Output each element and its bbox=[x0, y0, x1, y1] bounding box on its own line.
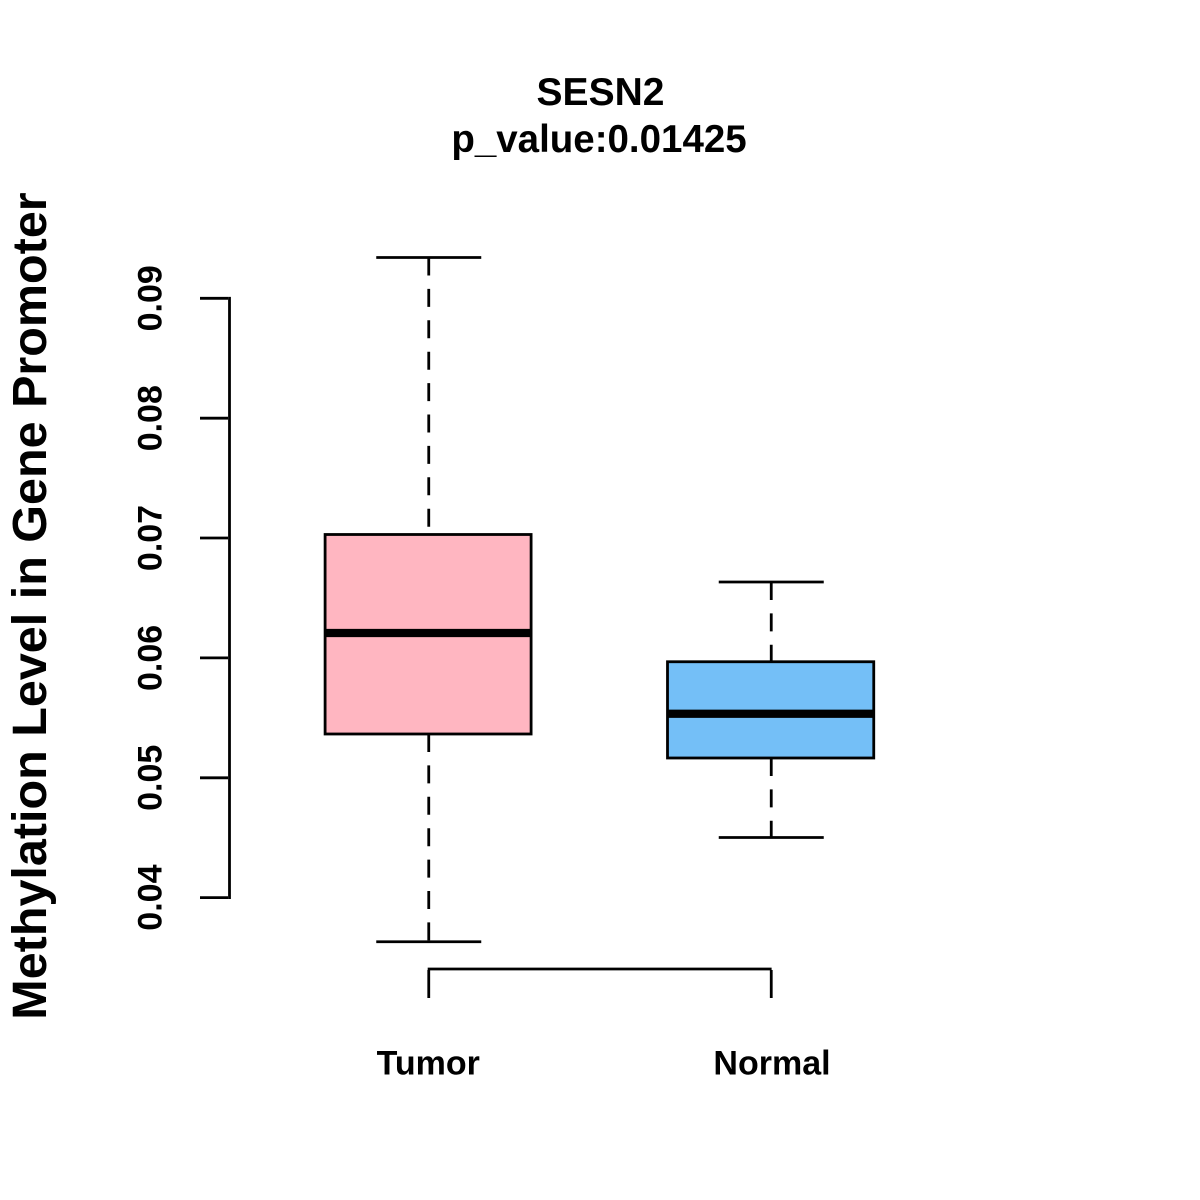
svg-text:0.08: 0.08 bbox=[132, 385, 170, 451]
svg-text:p_value:0.01425: p_value:0.01425 bbox=[451, 118, 746, 161]
svg-text:0.06: 0.06 bbox=[132, 625, 170, 691]
svg-text:0.05: 0.05 bbox=[132, 745, 170, 811]
svg-text:Tumor: Tumor bbox=[377, 1045, 480, 1083]
svg-text:0.09: 0.09 bbox=[132, 265, 170, 331]
svg-text:SESN2: SESN2 bbox=[537, 71, 665, 114]
svg-text:Normal: Normal bbox=[713, 1045, 830, 1083]
svg-text:0.07: 0.07 bbox=[132, 505, 170, 571]
svg-text:Methylation Level in Gene Prom: Methylation Level in Gene Promoter bbox=[3, 192, 57, 1019]
svg-text:0.04: 0.04 bbox=[132, 864, 170, 930]
